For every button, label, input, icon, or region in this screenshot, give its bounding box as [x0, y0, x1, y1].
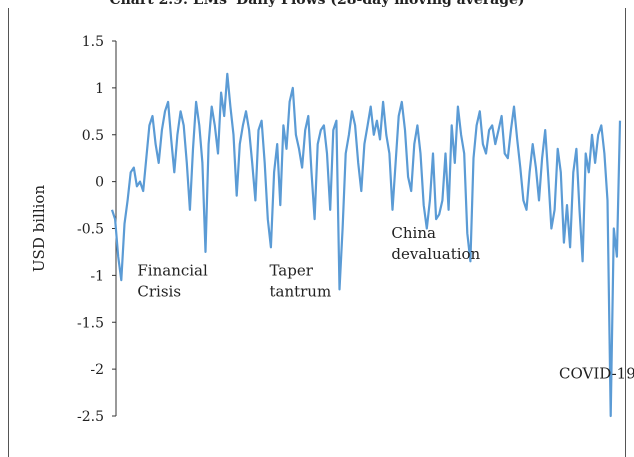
annotation-label: Crisis: [137, 282, 181, 300]
y-axis-label: USD billion: [30, 185, 48, 273]
series-line: [110, 72, 622, 418]
plot-area: [110, 72, 622, 418]
y-tick-label: -0.5: [77, 222, 104, 238]
y-tick-label: 0: [95, 175, 104, 191]
y-axis: 1.5 1 0.5 0 -0.5 -1 -1.5 -2 -2.5: [77, 34, 117, 425]
chart-title: Chart 2.9: EMs' Daily Flows (28-day movi…: [109, 0, 525, 8]
y-tick-label: 1: [95, 81, 104, 97]
chart-frame: [8, 8, 626, 457]
annotation-label: COVID-19: [559, 365, 634, 383]
annotation-label: Taper: [269, 261, 313, 279]
annotation-label: devaluation: [391, 245, 480, 263]
y-tick-label: 1.5: [82, 34, 104, 50]
annotations: Financial Crisis Taper tantrum China devaluat…: [137, 224, 634, 383]
annotation-label: tantrum: [269, 282, 331, 300]
y-tick-label: -1.5: [77, 315, 104, 331]
annotation-label: China: [391, 224, 436, 242]
y-tick-label: -2.5: [77, 409, 104, 425]
y-tick-label: -1: [90, 268, 104, 284]
y-tick-label: -2: [90, 362, 104, 378]
annotation-label: Financial: [137, 261, 208, 279]
y-tick-label: 0.5: [82, 128, 104, 144]
